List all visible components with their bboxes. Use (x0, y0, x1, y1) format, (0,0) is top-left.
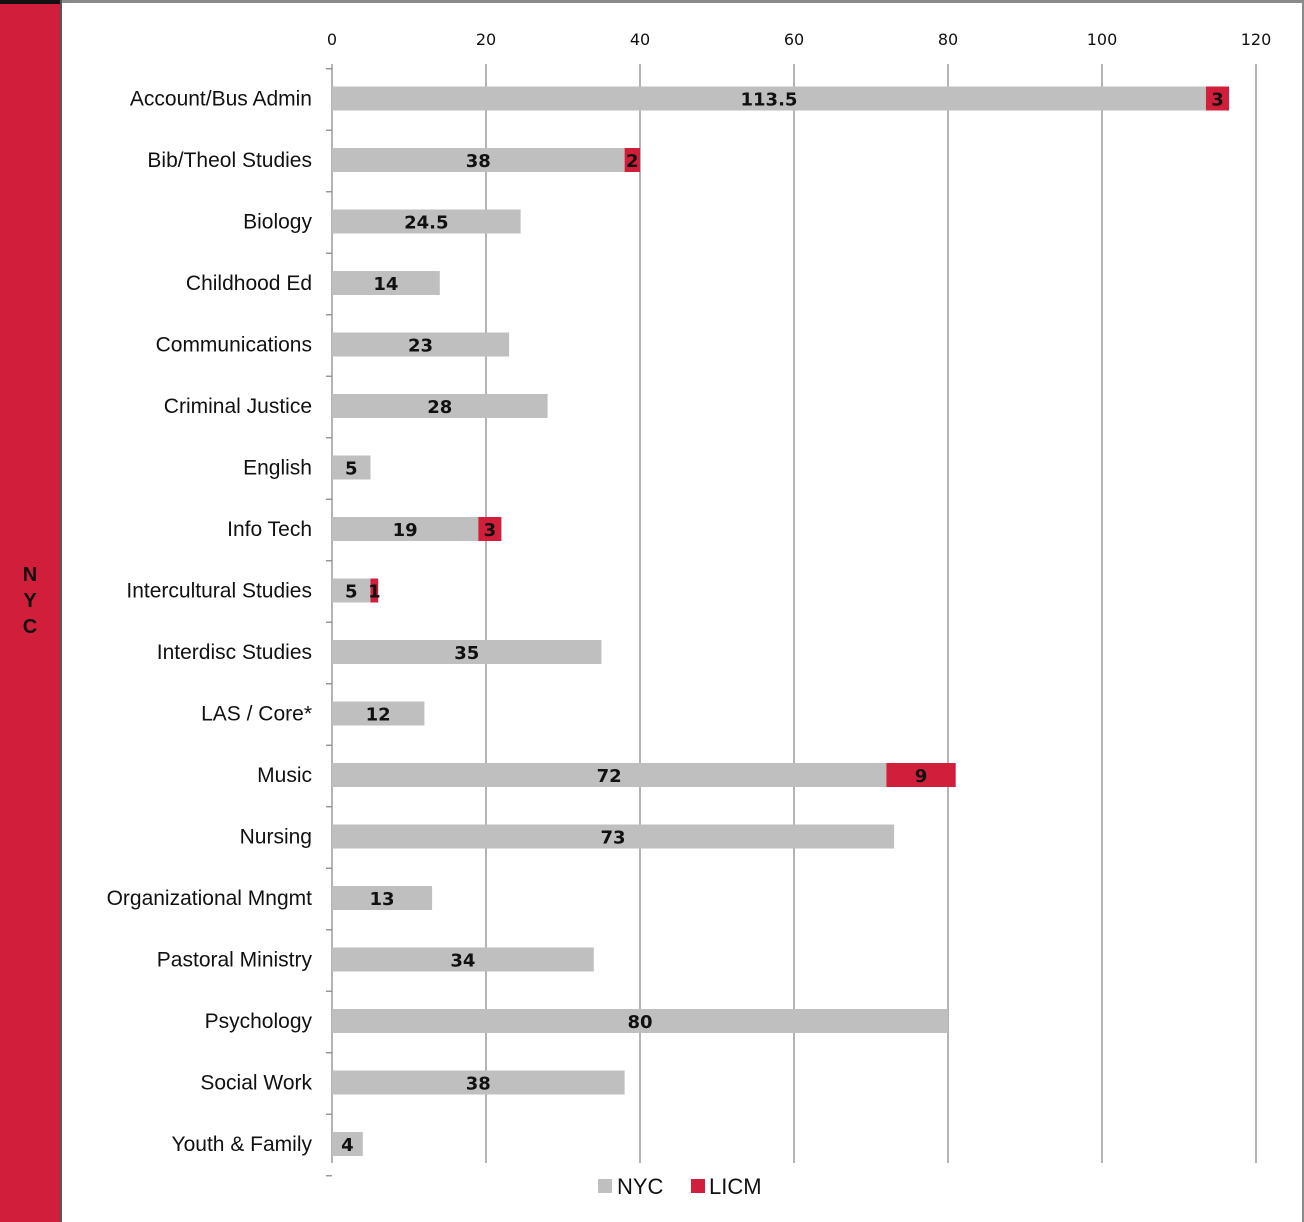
category-label: Psychology (205, 1010, 313, 1033)
bar-nyc (332, 640, 602, 664)
bar-licm (886, 763, 956, 787)
bar-nyc (332, 394, 548, 418)
data-label-nyc: 34 (450, 951, 475, 972)
category-label: LAS / Core* (201, 703, 312, 726)
data-label-licm: 9 (915, 766, 928, 787)
category-label: Communications (156, 334, 312, 357)
category-label: Info Tech (227, 518, 312, 541)
bar-nyc (332, 517, 479, 541)
category-label: Social Work (200, 1072, 312, 1095)
data-label-nyc: 113.5 (741, 90, 798, 111)
data-label-nyc: 38 (466, 151, 491, 172)
bar-nyc (332, 332, 510, 357)
bar-nyc (332, 1070, 625, 1095)
bar-nyc (332, 86, 1206, 111)
top-left-mark (0, 0, 60, 4)
bar-licm (1205, 86, 1230, 111)
data-label-nyc: 13 (370, 889, 395, 910)
bar-nyc (332, 209, 521, 234)
x-tick-label: 100 (1087, 30, 1118, 49)
bar-nyc (332, 271, 440, 295)
x-tick-label: 40 (630, 30, 650, 49)
x-tick-label: 20 (476, 30, 496, 49)
bar-licm (478, 517, 502, 541)
category-label: Organizational Mngmt (107, 887, 313, 910)
x-tick-label: 60 (784, 30, 804, 49)
legend-swatch-nyc (598, 1179, 612, 1193)
category-label: English (243, 457, 312, 480)
data-label-nyc: 38 (466, 1074, 491, 1095)
bar-nyc (332, 1009, 948, 1033)
data-label-nyc: 5 (345, 582, 358, 603)
category-label: Bib/Theol Studies (147, 149, 312, 172)
data-label-licm: 2 (626, 151, 639, 172)
category-label: Account/Bus Admin (130, 88, 312, 111)
data-label-nyc: 72 (597, 766, 622, 787)
x-tick-label: 0 (327, 30, 337, 49)
data-label-licm: 3 (484, 520, 497, 541)
bar-nyc (332, 1132, 363, 1156)
data-label-nyc: 28 (427, 397, 452, 418)
category-label: Youth & Family (172, 1133, 313, 1156)
bar-nyc (332, 824, 895, 849)
data-label-nyc: 80 (627, 1012, 652, 1033)
bar-nyc (332, 701, 425, 726)
data-label-nyc: 12 (366, 705, 391, 726)
data-label-nyc: 23 (408, 336, 433, 357)
bar-licm (624, 148, 640, 172)
data-label-licm: 1 (368, 582, 381, 603)
side-band (0, 0, 60, 1222)
category-label: Childhood Ed (186, 272, 312, 295)
x-tick-label: 80 (938, 30, 958, 49)
top-border (0, 0, 1304, 3)
bar-nyc (332, 578, 371, 603)
data-label-nyc: 24.5 (404, 213, 448, 234)
data-label-nyc: 19 (393, 520, 418, 541)
category-label: Criminal Justice (164, 395, 312, 418)
data-label-nyc: 5 (345, 459, 358, 480)
right-border (1302, 0, 1304, 1222)
legend-swatch-licm (691, 1179, 705, 1193)
legend-label-licm: LICM (709, 1174, 762, 1199)
legend-label-nyc: NYC (617, 1174, 664, 1199)
data-label-nyc: 73 (601, 828, 626, 849)
bar-nyc (332, 947, 594, 972)
category-label: Interdisc Studies (157, 641, 312, 664)
bar-licm (370, 578, 379, 603)
side-label-letter: C (22, 616, 38, 638)
data-label-nyc: 35 (454, 643, 479, 664)
left-border (60, 0, 62, 1222)
x-tick-label: 120 (1241, 30, 1272, 49)
data-label-nyc: 14 (373, 274, 398, 295)
category-label: Intercultural Studies (126, 580, 312, 603)
data-label-nyc: 4 (341, 1135, 354, 1156)
bar-nyc (332, 455, 371, 480)
category-label: Music (257, 764, 312, 787)
category-label: Biology (243, 211, 312, 234)
bar-nyc (332, 886, 433, 910)
data-label-licm: 3 (1211, 90, 1224, 111)
bar-nyc (332, 148, 625, 172)
category-label: Nursing (240, 826, 312, 849)
bar-nyc (332, 763, 887, 787)
category-label: Pastoral Ministry (157, 949, 313, 972)
side-label-letter: N (22, 564, 38, 586)
side-label-letter: Y (23, 590, 37, 612)
